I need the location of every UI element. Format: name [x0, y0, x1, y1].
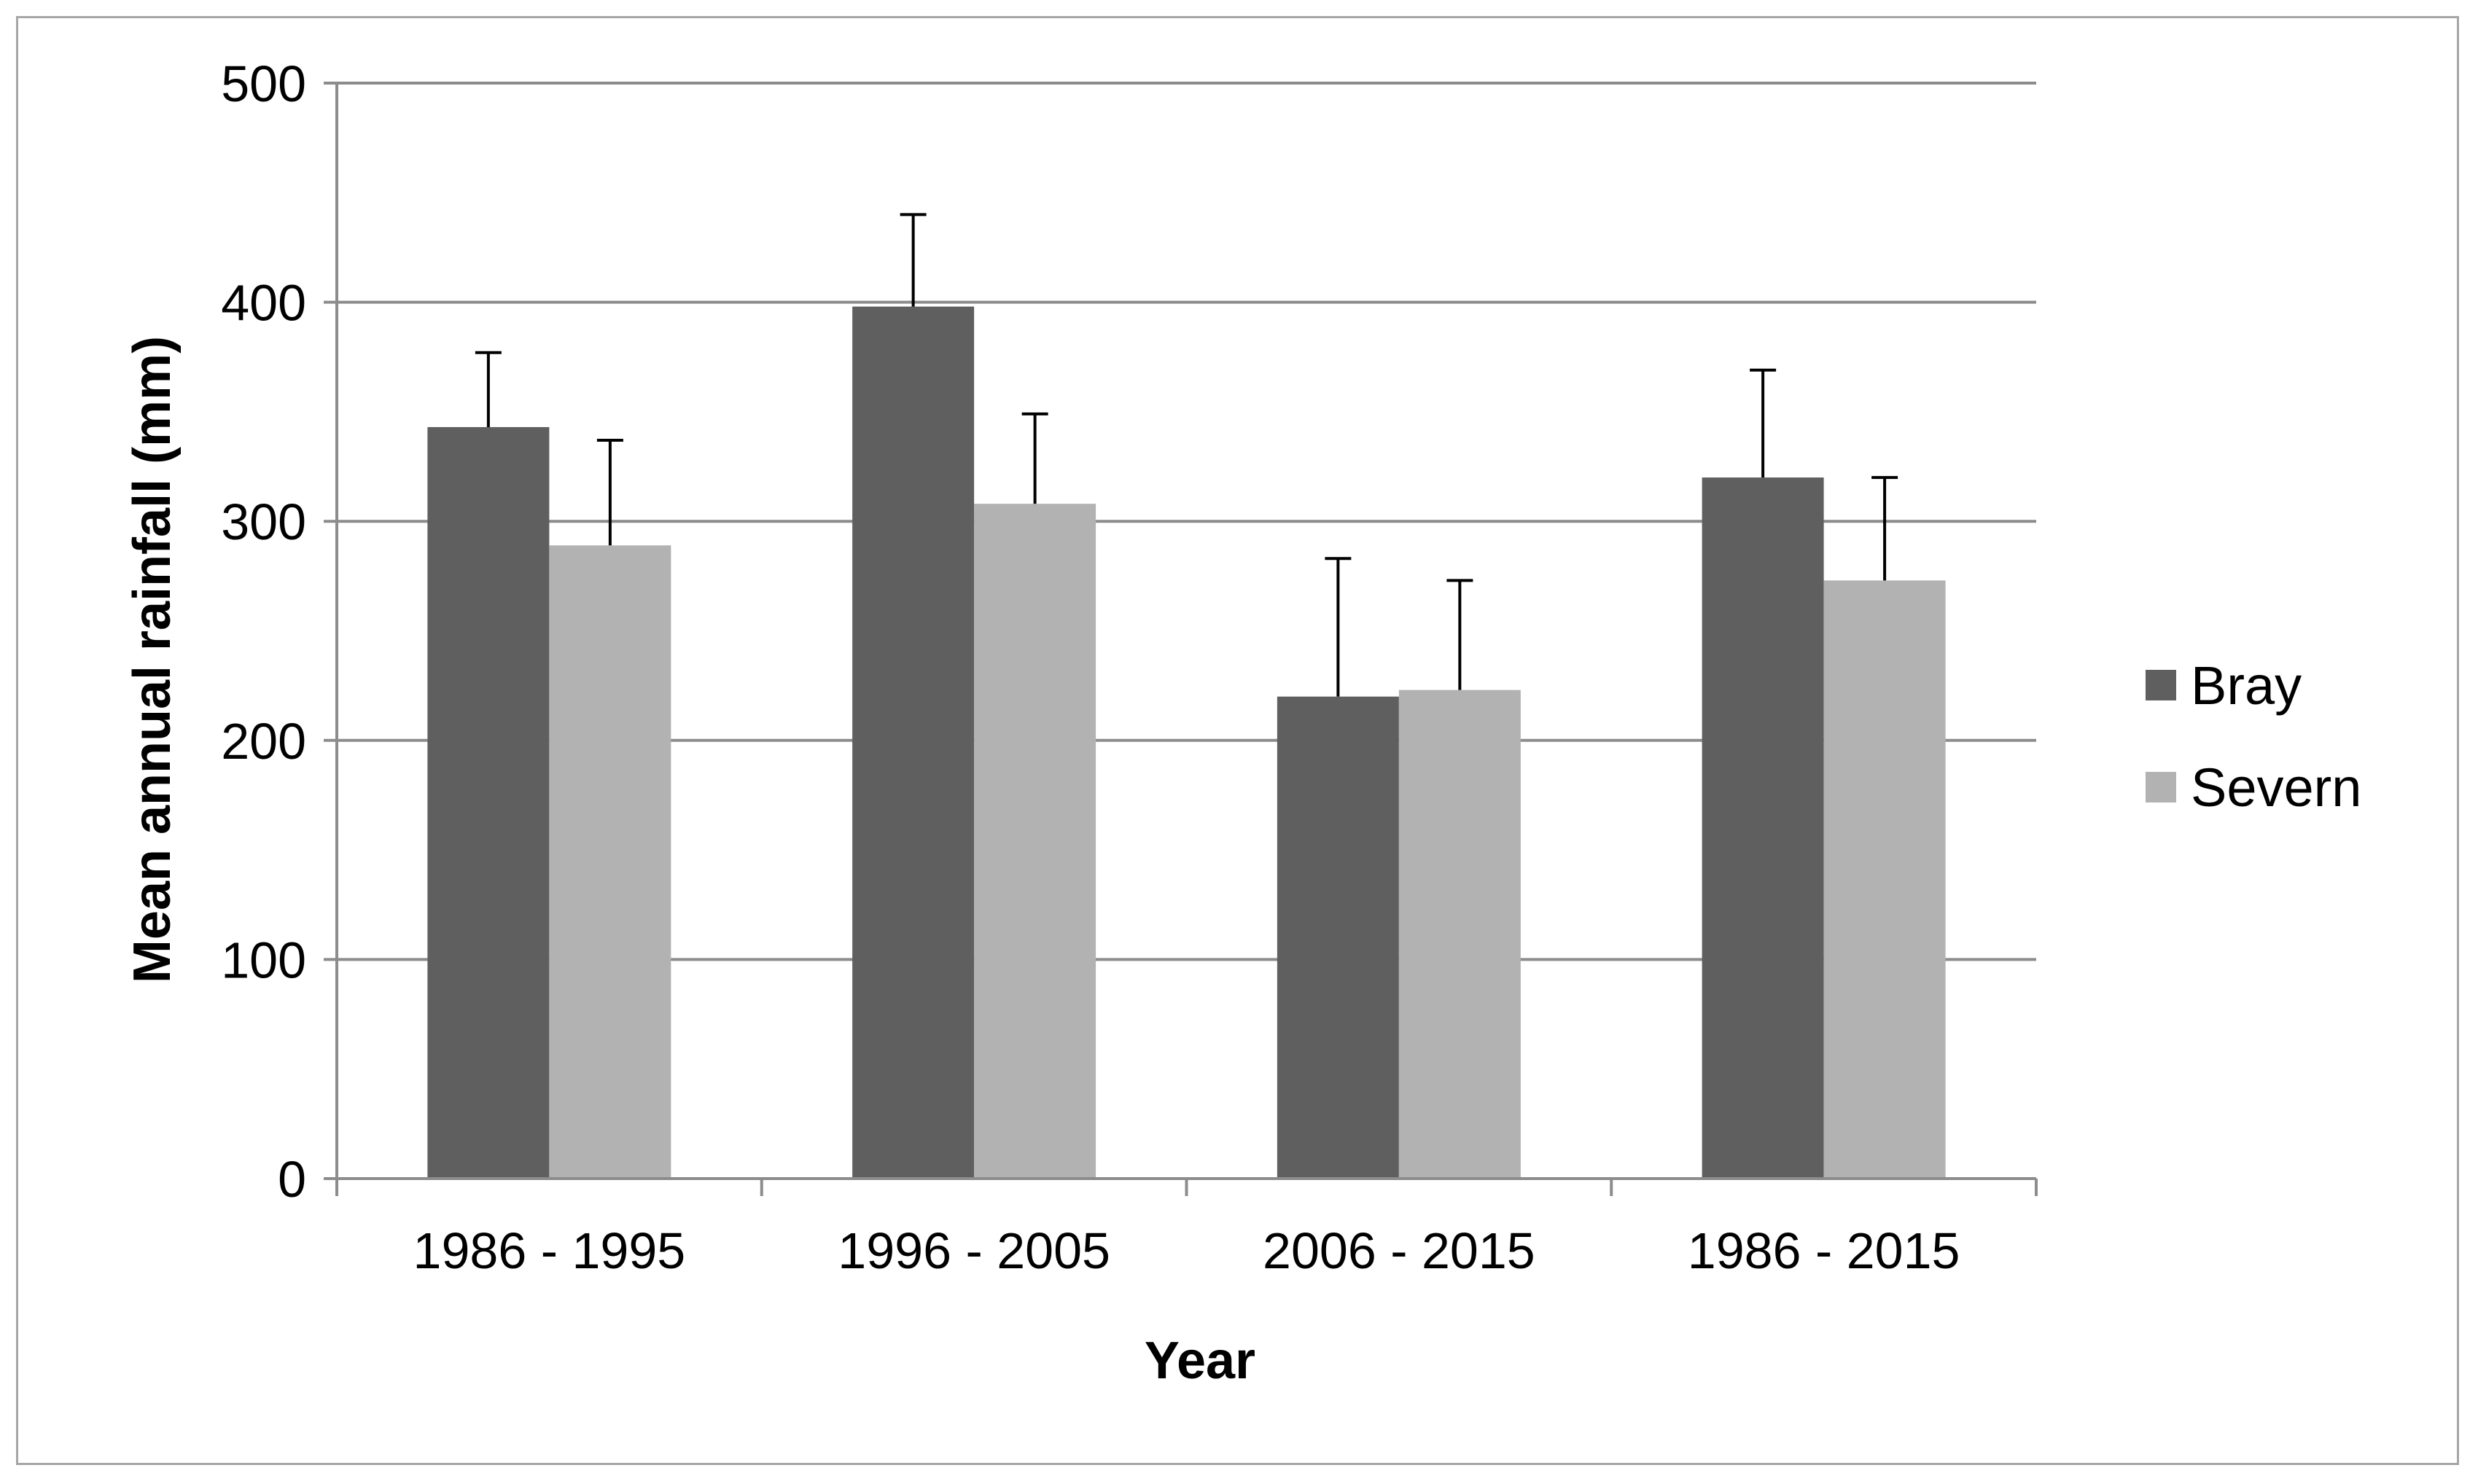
x-tick-label: 1986 - 2015: [1688, 1222, 1960, 1279]
bar-severn-1: [549, 545, 671, 1179]
y-tick-label: 200: [221, 713, 306, 770]
error-bars: [475, 213, 1898, 697]
bar-severn-3: [1398, 690, 1521, 1179]
bar-bray-4: [1702, 477, 1824, 1179]
legend-swatch-bray: [2146, 670, 2176, 700]
legend: Bray Severn: [2146, 655, 2361, 818]
y-tick-label: 500: [221, 55, 306, 112]
bar-severn-2: [974, 504, 1096, 1179]
y-tick-label: 100: [221, 932, 306, 988]
bar-bray-3: [1277, 696, 1399, 1179]
bar-severn-4: [1823, 580, 1946, 1179]
y-tick-label: 0: [278, 1151, 306, 1208]
y-tick-label: 300: [221, 493, 306, 550]
y-axis-title: Mean annual rainfall (mm): [123, 336, 182, 983]
chart-frame: 0 100 200 300 400 500 1986 - 1995 1996 - 2005 20…: [16, 16, 2459, 1465]
y-tick-label: 400: [221, 275, 306, 332]
legend-swatch-severn: [2146, 772, 2176, 802]
x-tick-label: 2006 - 2015: [1263, 1222, 1535, 1279]
legend-label-bray: Bray: [2191, 655, 2302, 716]
tick-labels: 0 100 200 300 400 500 1986 - 1995 1996 - 2005 20…: [221, 55, 1960, 1279]
legend-label-severn: Severn: [2191, 757, 2361, 818]
bar-chart: 0 100 200 300 400 500 1986 - 1995 1996 - 2005 20…: [123, 55, 2361, 1390]
x-tick-label: 1996 - 2005: [838, 1222, 1110, 1279]
bar-bray-1: [427, 426, 550, 1179]
x-tick-label: 1986 - 1995: [413, 1222, 686, 1279]
x-axis-title: Year: [1145, 1332, 1255, 1390]
bars: [427, 306, 1946, 1179]
bar-bray-2: [852, 306, 975, 1179]
axes: [324, 82, 2038, 1196]
